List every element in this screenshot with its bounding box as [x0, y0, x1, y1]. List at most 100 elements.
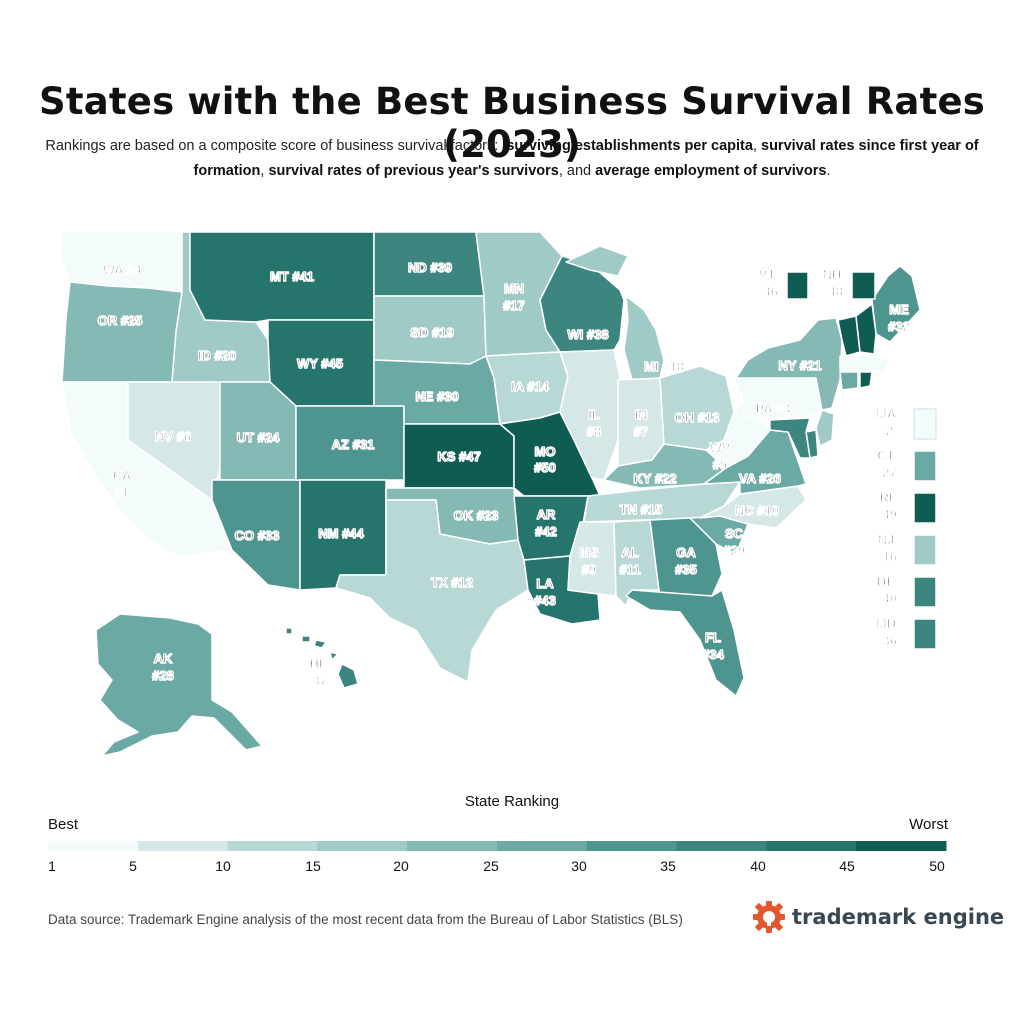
- label-NH: NH: [823, 267, 842, 282]
- legend-box-CT[interactable]: [913, 450, 937, 482]
- brand-name: trademark engine: [792, 905, 1005, 929]
- label-GA-rank: #35: [675, 562, 697, 577]
- scale-segment: [407, 841, 498, 851]
- label-TN: TN #15: [620, 502, 663, 517]
- label-OR: OR #25: [98, 313, 143, 328]
- label-RI-rank: #49: [875, 507, 897, 522]
- label-SC: SC: [725, 526, 744, 541]
- subtitle: Rankings are based on a composite score …: [45, 138, 979, 179]
- legend-box-VT[interactable]: [786, 271, 809, 300]
- label-HI-rank: #37: [305, 673, 327, 688]
- scale-segment: [227, 841, 318, 851]
- label-CT-rank: #27: [875, 465, 897, 480]
- state-NJ[interactable]: [815, 409, 835, 447]
- state-FL[interactable]: [625, 589, 745, 697]
- label-MD-rank: #36: [875, 633, 897, 648]
- label-IL-rank: #8: [587, 424, 601, 439]
- state-CT[interactable]: [839, 371, 859, 391]
- scale-tick-10: 10: [215, 858, 231, 874]
- label-NC: NC #10: [735, 503, 779, 518]
- label-IN: IN: [635, 407, 648, 422]
- scale-tick-50: 50: [929, 858, 945, 874]
- state-NY[interactable]: [735, 317, 843, 411]
- label-LA: LA: [536, 576, 554, 591]
- label-ME: ME: [889, 302, 909, 317]
- label-MN: MN: [504, 281, 524, 296]
- legend-box-MA[interactable]: [913, 408, 937, 440]
- legend-box-MD[interactable]: [913, 618, 937, 650]
- scale-tick-15: 15: [305, 858, 321, 874]
- label-NJ-rank: #16: [875, 549, 897, 564]
- scale-segment: [856, 841, 947, 851]
- label-GA: GA: [676, 545, 696, 560]
- label-MS-rank: #9: [582, 562, 596, 577]
- scale-title: State Ranking: [464, 793, 560, 810]
- legend-box-NJ[interactable]: [913, 534, 937, 566]
- legend-box-NH[interactable]: [851, 271, 876, 300]
- state-TX[interactable]: [335, 499, 529, 683]
- state-MA[interactable]: [839, 353, 891, 373]
- data-source-note: Data source: Trademark Engine analysis o…: [48, 912, 683, 927]
- state-MD[interactable]: [769, 417, 811, 459]
- scale-tick-30: 30: [571, 858, 587, 874]
- legend-box-DE[interactable]: [913, 576, 937, 608]
- label-MO: MO: [535, 444, 556, 459]
- label-PA: PA #3: [756, 401, 791, 416]
- scale-segment: [586, 841, 678, 851]
- label-ND: ND #39: [408, 260, 452, 275]
- label-NJ: NJ: [878, 532, 895, 547]
- label-SC-rank: #29: [723, 543, 745, 558]
- gear-icon: [753, 901, 785, 933]
- state-ME[interactable]: [871, 265, 921, 343]
- brand-logo[interactable]: trademark engine: [752, 900, 1004, 934]
- label-ME-rank: #32: [888, 319, 910, 334]
- scale-tick-5: 5: [129, 858, 137, 874]
- label-IA: IA #14: [511, 379, 550, 394]
- state-HI[interactable]: [285, 627, 359, 689]
- subtitle-intro: Rankings are based on a composite score …: [45, 138, 499, 154]
- label-WI: WI #38: [567, 327, 608, 342]
- label-RI: RI: [880, 490, 893, 505]
- label-MA-rank: #2: [879, 423, 893, 438]
- scale-segment: [766, 841, 857, 851]
- scale-tick-35: 35: [660, 858, 676, 874]
- scale-tick-45: 45: [839, 858, 855, 874]
- label-NY: NY #21: [778, 358, 821, 373]
- label-OH: OH #13: [675, 410, 720, 425]
- label-TX: TX #12: [431, 575, 473, 590]
- label-MD: MD: [876, 616, 896, 631]
- scale-tick-20: 20: [393, 858, 409, 874]
- scale-tick-25: 25: [483, 858, 499, 874]
- state-IL[interactable]: [559, 349, 621, 481]
- scale-worst-label: Worst: [909, 816, 948, 833]
- scale-tick-40: 40: [750, 858, 766, 874]
- subtitle-and: and: [566, 163, 592, 179]
- label-KS: KS #47: [437, 449, 480, 464]
- label-UT: UT #24: [237, 430, 280, 445]
- page-title: States with the Best Business Survival R…: [38, 80, 985, 166]
- label-AK: AK: [154, 651, 173, 666]
- label-CA: CA: [113, 468, 132, 483]
- label-MT: MT #41: [270, 269, 314, 284]
- label-DE-rank: #40: [875, 591, 897, 606]
- state-NC[interactable]: [699, 485, 807, 529]
- label-AR: AR: [537, 507, 556, 522]
- state-MO[interactable]: [499, 411, 601, 497]
- label-MI: MI #18: [644, 359, 684, 374]
- state-RI[interactable]: [859, 371, 873, 389]
- label-IL: IL: [588, 407, 600, 422]
- state-VT[interactable]: [837, 315, 861, 357]
- scale-tick-1: 1: [48, 858, 56, 874]
- label-AL-rank: #11: [620, 562, 641, 577]
- label-MN-rank: #17: [503, 298, 525, 313]
- state-NH[interactable]: [855, 303, 877, 355]
- label-AZ: CO #33: [235, 528, 280, 543]
- state-AK[interactable]: [95, 613, 263, 757]
- legend-box-RI[interactable]: [913, 492, 937, 524]
- scale-best-label: Best: [48, 816, 79, 833]
- label-WY: WY #45: [297, 356, 343, 371]
- scale-segment: [497, 841, 588, 851]
- subtitle-factor-4: average employment of survivors: [595, 163, 827, 179]
- label-OK: OK #23: [454, 508, 499, 523]
